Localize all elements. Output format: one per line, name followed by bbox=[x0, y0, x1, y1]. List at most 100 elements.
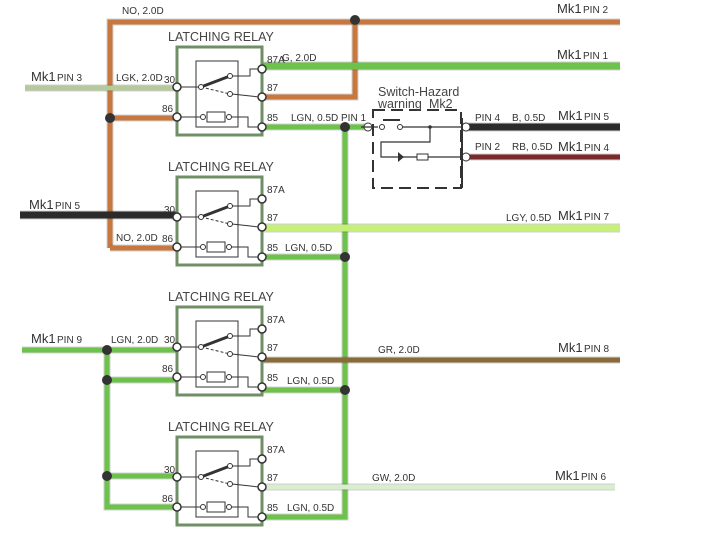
switch-title: Switch-Hazard bbox=[378, 85, 459, 99]
pin-number: 87A bbox=[267, 445, 285, 456]
mk-label: Mk1 bbox=[555, 468, 580, 483]
coil-icon bbox=[206, 501, 226, 513]
coil-icon bbox=[206, 111, 226, 123]
wire-no-87 bbox=[262, 22, 358, 100]
pin-label: PIN 4 bbox=[584, 143, 609, 154]
pin-label: PIN 3 bbox=[57, 73, 82, 84]
pin-number: 85 bbox=[267, 373, 279, 384]
relay-pin-p85 bbox=[257, 512, 267, 522]
junction-dot bbox=[340, 385, 350, 395]
wire-label-lgn-in9: LGN, 2.0D bbox=[111, 335, 158, 346]
wire-label-lgk: LGK, 2.0D bbox=[116, 73, 163, 84]
coil-icon bbox=[206, 241, 226, 253]
junction-dot bbox=[340, 252, 350, 262]
wire-label-lgn: LGN, 0.5D bbox=[291, 113, 338, 124]
wire-label-lgn3: LGN, 0.5D bbox=[287, 376, 334, 387]
relay-pin-p87a bbox=[257, 324, 267, 334]
wire-label-no2: NO, 2.0D bbox=[116, 233, 158, 244]
pin-label: PIN 1 bbox=[341, 113, 366, 124]
relay-pin-p87a bbox=[257, 454, 267, 464]
junction-dot bbox=[340, 122, 350, 132]
mk-label: Mk1 bbox=[557, 47, 582, 62]
pin-label: PIN 2 bbox=[583, 5, 608, 16]
relay-pin-p85 bbox=[257, 122, 267, 132]
wire-in9-vert bbox=[104, 350, 177, 510]
pin-number: 30 bbox=[164, 465, 176, 476]
pin-label: PIN 7 bbox=[584, 212, 609, 223]
pin-number: 86 bbox=[162, 104, 174, 115]
pin-number: 87 bbox=[267, 213, 279, 224]
pin-number: 87A bbox=[267, 315, 285, 326]
mk-label: Mk1 bbox=[31, 331, 56, 346]
resistor-icon bbox=[416, 153, 429, 161]
switch-mk: Mk2 bbox=[429, 97, 453, 111]
pin-number: 87 bbox=[267, 83, 279, 94]
latching-relay: LATCHING RELAY 30 86 87A 87 85 bbox=[162, 420, 285, 527]
latching-relay: LATCHING RELAY 30 86 87A 87 85 bbox=[162, 30, 285, 137]
wire-label-g: G, 2.0D bbox=[282, 53, 316, 64]
led-icon bbox=[398, 152, 404, 162]
relay-pin-p30 bbox=[172, 472, 182, 482]
pin-number: 30 bbox=[164, 335, 176, 346]
relay-pin-p86 bbox=[172, 112, 182, 122]
pin-number: 30 bbox=[164, 205, 176, 216]
latching-relay: LATCHING RELAY 30 86 87A 87 85 bbox=[162, 290, 285, 397]
relay-title: LATCHING RELAY bbox=[168, 160, 274, 174]
relay-pin-p30 bbox=[172, 212, 182, 222]
wire-label-gw: GW, 2.0D bbox=[372, 473, 415, 484]
junction-dot bbox=[350, 15, 360, 25]
pin-number: 87A bbox=[267, 185, 285, 196]
mk-label: Mk1 bbox=[558, 108, 583, 123]
mk-label: Mk1 bbox=[558, 340, 583, 355]
wire-no-top bbox=[107, 19, 620, 248]
mk-label: Mk1 bbox=[558, 139, 583, 154]
coil-icon bbox=[206, 371, 226, 383]
switch-subtitle: warning bbox=[377, 97, 422, 111]
wire-label-lgn2: LGN, 0.5D bbox=[285, 243, 332, 254]
pin-number: 85 bbox=[267, 503, 279, 514]
relay-pin-p86 bbox=[172, 502, 182, 512]
wire-label-no: NO, 2.0D bbox=[122, 6, 164, 17]
wire-label-b: B, 0.5D bbox=[512, 113, 545, 124]
relay-title: LATCHING RELAY bbox=[168, 420, 274, 434]
relay-pin-p87 bbox=[257, 352, 267, 362]
pin-connector bbox=[461, 122, 471, 132]
switch-hazard-warning: Switch-Hazard warning Mk2 bbox=[361, 85, 463, 189]
pin-number: 87 bbox=[267, 473, 279, 484]
pin-number: 87 bbox=[267, 343, 279, 354]
relay-title: LATCHING RELAY bbox=[168, 290, 274, 304]
relay-title: LATCHING RELAY bbox=[168, 30, 274, 44]
relay-pin-p86 bbox=[172, 372, 182, 382]
pin-label: PIN 2 bbox=[475, 142, 500, 153]
pin-number: 85 bbox=[267, 113, 279, 124]
wire-label-lgn4: LGN, 0.5D bbox=[287, 503, 334, 514]
relay-pin-p30 bbox=[172, 342, 182, 352]
switch-contact bbox=[200, 74, 231, 89]
relay-pin-p85 bbox=[257, 252, 267, 262]
mk-label: Mk1 bbox=[557, 1, 582, 16]
latching-relay: LATCHING RELAY 30 86 87A 87 85 bbox=[162, 160, 285, 267]
pin-number: 86 bbox=[162, 364, 174, 375]
wire-label-gr: GR, 2.0D bbox=[378, 345, 420, 356]
relay-pin-p87a bbox=[257, 194, 267, 204]
relay-pin-p87 bbox=[257, 482, 267, 492]
pin-connector bbox=[461, 152, 471, 162]
wire-label-lgy: LGY, 0.5D bbox=[506, 213, 551, 224]
pin-label: PIN 5 bbox=[584, 112, 609, 123]
relay-pin-p85 bbox=[257, 382, 267, 392]
pin-number: 85 bbox=[267, 243, 279, 254]
pin-number: 86 bbox=[162, 234, 174, 245]
mk-label: Mk1 bbox=[31, 69, 56, 84]
switch-contact bbox=[200, 464, 231, 479]
junction-dot bbox=[102, 471, 112, 481]
pin-label: PIN 5 bbox=[55, 201, 80, 212]
relay-pin-p86 bbox=[172, 242, 182, 252]
junction-dot bbox=[102, 375, 112, 385]
pin-number: 86 bbox=[162, 494, 174, 505]
relay-pin-p87 bbox=[257, 92, 267, 102]
relay-pin-p87a bbox=[257, 64, 267, 74]
relay-pin-p87 bbox=[257, 222, 267, 232]
pin-label: PIN 9 bbox=[57, 335, 82, 346]
